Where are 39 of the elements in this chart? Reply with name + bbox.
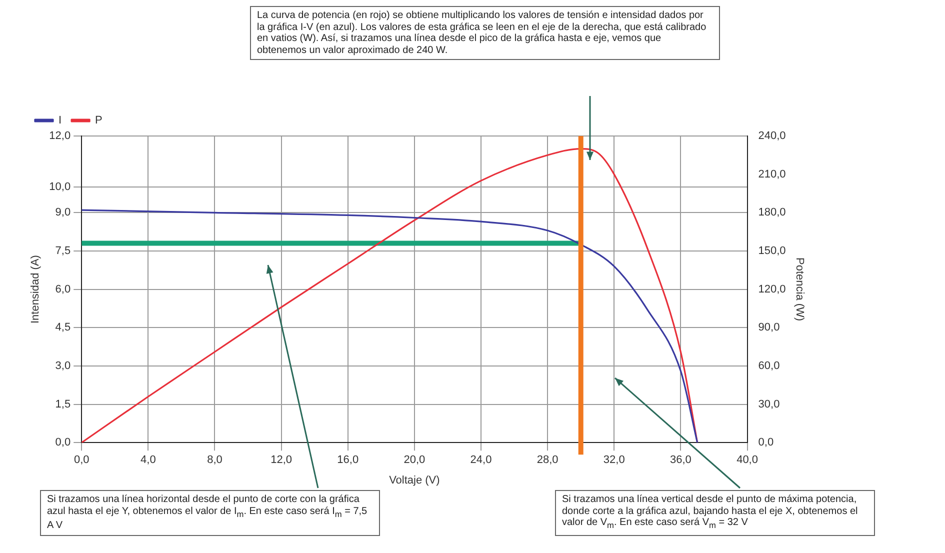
- y-axis-title: Intensidad (A): [30, 255, 42, 324]
- x-tick-label: 8,0: [207, 454, 222, 466]
- x-tick-label: 36,0: [670, 454, 692, 466]
- legend-label: P: [95, 114, 102, 127]
- y2-axis-title: Potencia (W): [793, 258, 806, 322]
- x-tick-label: 24,0: [470, 454, 492, 466]
- x-tick-label: 16,0: [337, 454, 359, 466]
- y2-tick-label: 0,0: [758, 436, 774, 449]
- x-tick-label: 12,0: [270, 454, 292, 466]
- line-series: [82, 148, 698, 443]
- y-tick-label: 6,0: [55, 283, 71, 296]
- y-tick-label: 0,0: [55, 436, 71, 449]
- legend-label: I: [58, 114, 62, 127]
- y-tick-label: 3,0: [55, 360, 71, 372]
- y-tick-label: 10,0: [49, 181, 71, 194]
- y2-tick-label: 60,0: [758, 360, 780, 372]
- y-tick-label: 9,0: [55, 206, 71, 219]
- y-tick-label: 7,5: [55, 245, 71, 258]
- y2-tick-label: 210,0: [758, 168, 786, 180]
- x-tick-label: 32,0: [603, 454, 625, 466]
- x-tick-label: 28,0: [536, 454, 558, 466]
- y2-tick-label: 240,0: [758, 130, 786, 142]
- x-tick-label: 40,0: [736, 454, 758, 466]
- y-tick-label: 12,0: [49, 130, 71, 142]
- x-tick-label: 20,0: [404, 454, 426, 466]
- x-axis-title: Voltaje (V): [389, 474, 440, 486]
- y2-tick-label: 120,0: [758, 283, 786, 296]
- y2-tick-label: 150,0: [758, 245, 786, 258]
- text: Si trazamos una línea horizontal desde el punto de corte con la gráfica azul hasta el eje Y, obtenemos el valor de I$_{m}$. En este caso será I$_{m}$ = 7,5 A V: [47, 494, 368, 531]
- y-tick-label: 4,5: [55, 322, 71, 334]
- y2-tick-label: 90,0: [758, 322, 780, 334]
- x-tick-label: 0,0: [74, 454, 90, 466]
- line-series: [82, 209, 698, 443]
- x-tick-label: 4,0: [140, 454, 156, 466]
- y2-tick-label: 180,0: [758, 206, 786, 219]
- text: La curva de potencia (en rojo) se obtiene multiplicando los valores de tensión e intensidad dados por la gráfica I-V (en azul). Los valores de esta gráfica se leen en el eje de la derecha, que está calibrado en vatios (W). Así, si trazamos una línea desde el pico de la gráfica hasta e eje, vemos que obtenemos un valor aproximado de 240 W.: [250, 6, 720, 60]
- text: Si trazamos una línea vertical desde el punto de máxima potencia, donde corte a la gráfica azul, bajando hasta el eje X, obtenemos el valor de V$_{m}$. En este caso será V$_{m}$ = 32 V: [555, 490, 875, 536]
- y-tick-label: 1,5: [55, 398, 71, 410]
- y2-tick-label: 30,0: [758, 398, 780, 410]
